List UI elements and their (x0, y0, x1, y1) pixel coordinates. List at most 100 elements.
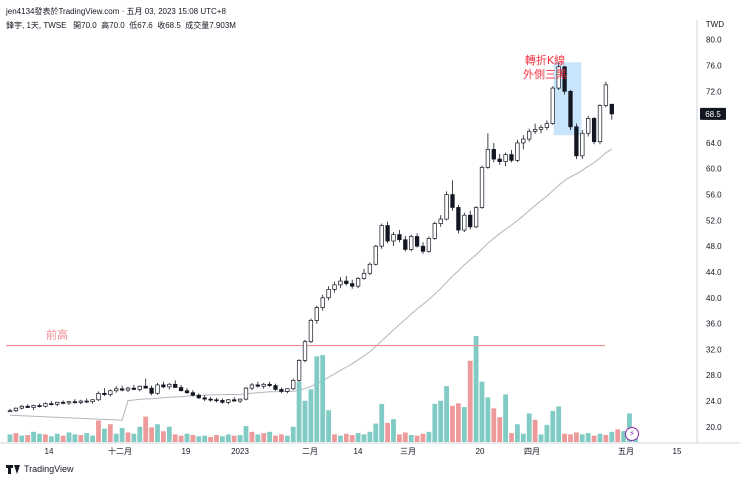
candle-body (591, 118, 597, 142)
candle-body (521, 138, 526, 144)
axis-layer: 20.0 24.0 28.0 32.0 36.0 40.0 44.0 48.0 52.0 56.0… (0, 20, 740, 456)
candle-body (586, 118, 591, 134)
candle-body (119, 388, 125, 391)
volume-bar (267, 431, 272, 442)
candle-body (379, 225, 384, 247)
price-tick-label: 24.0 (706, 397, 722, 406)
candle-body (267, 383, 272, 386)
candle-layer (7, 62, 614, 413)
candle-body (438, 218, 443, 224)
volume-bar (149, 427, 154, 442)
currency-label: TWD (705, 20, 724, 29)
volume-bar (402, 432, 408, 442)
volume-bar (355, 433, 361, 442)
close-label: 收 (157, 21, 166, 30)
flash-icon[interactable]: ⚡ (625, 427, 639, 441)
volume-bar (509, 433, 514, 442)
time-tick-label: 14 (354, 447, 363, 456)
volume-bar (562, 433, 567, 442)
candle-body (96, 392, 101, 401)
candle-body (391, 234, 396, 242)
low-label: 低 (129, 21, 138, 30)
candle-body (184, 390, 190, 394)
volume-bar (96, 420, 101, 442)
volume-bar (90, 435, 95, 442)
volume-bar (497, 417, 503, 442)
candle-body (60, 401, 66, 404)
candle-body (78, 400, 83, 403)
low-value: 67.6 (137, 21, 153, 30)
candle-body (202, 397, 207, 400)
price-tick-label: 28.0 (706, 371, 722, 380)
volume-bar (550, 410, 556, 442)
volume-bar (72, 434, 78, 442)
volume-bar (119, 428, 125, 442)
candle-body (409, 236, 414, 250)
candle-body (261, 383, 266, 387)
candle-body (296, 360, 302, 381)
candle-body (302, 341, 308, 361)
price-tick-label: 72.0 (706, 87, 722, 96)
volume-bar (591, 435, 597, 442)
candle-body (544, 123, 550, 128)
candle-body (580, 132, 585, 157)
time-tick-label: 2023 (231, 447, 249, 456)
price-tick-label: 56.0 (706, 191, 722, 200)
volume-bar (361, 434, 367, 442)
annotation-line-2: 外側三黑 (523, 68, 567, 81)
volume-bar (332, 434, 337, 442)
candle-body (131, 387, 137, 390)
volume-bar (456, 403, 461, 442)
volume-bar (225, 434, 231, 442)
brand-name: TradingView (24, 464, 74, 474)
candle-body (249, 384, 255, 389)
volume-bar (31, 431, 36, 442)
time-tick-label: 15 (673, 447, 682, 456)
volume-bar (503, 394, 508, 442)
time-tick-label: 十二月 (108, 446, 132, 456)
volume-bar (426, 431, 432, 442)
time-tick-label: 20 (476, 447, 485, 456)
publisher-text: jen4134發表於TradingView.com (6, 7, 120, 16)
open-value: 70.0 (81, 21, 97, 30)
volume-bar (184, 433, 190, 442)
candle-body (515, 142, 520, 161)
volume-bar (473, 336, 479, 442)
candle-body (102, 392, 107, 395)
candle-body (214, 399, 219, 402)
candle-body (90, 399, 95, 403)
time-tick-label: 14 (45, 447, 54, 456)
candle-body (237, 398, 243, 402)
moving-average-line (9, 148, 613, 421)
candle-body (13, 407, 19, 412)
volume-bar (37, 433, 42, 442)
volume-bar (202, 435, 208, 442)
volume-bar (408, 435, 414, 442)
volume-bar (273, 435, 278, 442)
volume-bar (467, 360, 473, 442)
candle-body (344, 280, 349, 284)
volume-bar (461, 407, 467, 442)
volume-bar (603, 435, 609, 442)
volume-bar (367, 431, 373, 442)
close-value: 68.5 (165, 21, 181, 30)
volume-bar (178, 435, 184, 442)
volume-bar (302, 400, 308, 442)
volume-bar (113, 433, 119, 442)
volume-bar (190, 435, 196, 442)
candle-body (320, 297, 325, 308)
candle-body (149, 387, 154, 394)
volume-bar (290, 426, 296, 442)
candle-body (314, 307, 319, 321)
volume-bar (296, 381, 302, 442)
volume-bar (249, 431, 255, 442)
candle-body (532, 129, 538, 132)
price-tick-label: 40.0 (706, 294, 722, 303)
candle-body (196, 394, 201, 399)
time-tick-label: 五月 (618, 447, 634, 456)
candle-body (84, 400, 89, 403)
volume-bar (397, 434, 402, 442)
candle-body (479, 167, 485, 208)
